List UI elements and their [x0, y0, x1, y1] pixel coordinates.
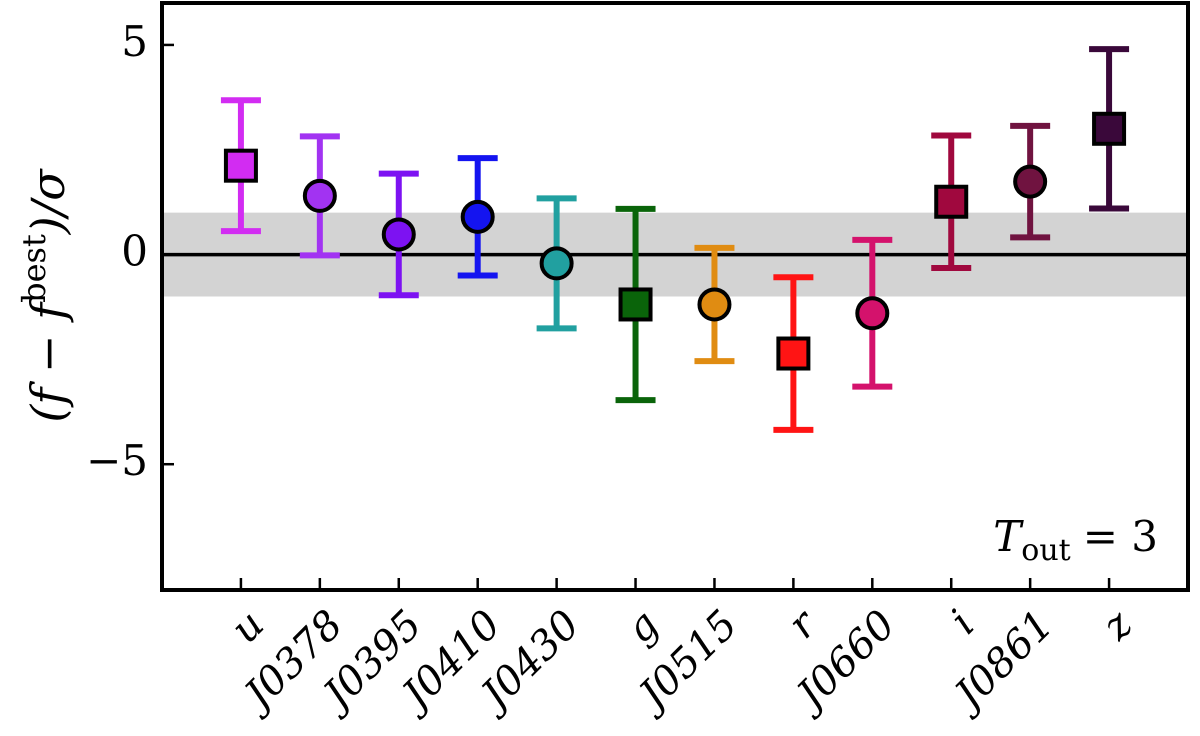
- y-axis-label: (f − fbest)/σ: [15, 168, 76, 423]
- annotation-symbol: T: [993, 512, 1024, 561]
- marker: [776, 336, 811, 371]
- annotation: Tout = 3: [993, 512, 1158, 568]
- marker: [1092, 111, 1127, 146]
- marker: [539, 246, 574, 281]
- y-tick-label: −5: [86, 436, 148, 485]
- x-tick-label: z: [1093, 601, 1142, 650]
- y-label-part: )/σ: [21, 168, 75, 235]
- annotation-subscript: out: [1021, 533, 1070, 568]
- annotation-text: = 3: [1083, 512, 1158, 561]
- y-label-superscript: best: [15, 234, 53, 303]
- marker: [934, 184, 969, 219]
- x-tick-label: i: [942, 602, 984, 644]
- y-label-part: (f − f: [21, 296, 75, 423]
- plot-frame: [160, 1, 1190, 592]
- marker: [381, 217, 416, 252]
- x-tick-label: r: [779, 600, 827, 648]
- marker: [302, 178, 337, 213]
- y-tick-label: 5: [121, 17, 148, 66]
- marker: [1013, 164, 1048, 199]
- marker: [223, 148, 258, 183]
- marker: [855, 296, 890, 331]
- x-tick-label: u: [222, 602, 273, 653]
- x-tick-label: g: [617, 602, 668, 653]
- marker: [618, 287, 653, 322]
- marker: [697, 287, 732, 322]
- y-tick-label: 0: [121, 227, 148, 276]
- marker: [460, 199, 495, 234]
